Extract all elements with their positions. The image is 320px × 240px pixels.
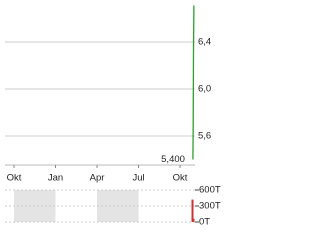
x-tick-label: Okt <box>173 173 188 184</box>
chart: 5,6 6,0 6,4 Okt Jan Apr Jul Okt 5,400 0T 300T 600T <box>5 5 221 228</box>
y-tick-label: 6,0 <box>198 83 211 94</box>
y-tick-label: 600T <box>199 185 221 196</box>
y-tick-label: 0T <box>199 217 210 228</box>
page: {"chart_data": [ {"type": "line", "x": [… <box>5 5 221 228</box>
y-tick-label: 300T <box>199 201 221 212</box>
volume-bar <box>192 218 195 222</box>
x-tick-label: Okt <box>7 173 22 184</box>
y-tick-label: 5,6 <box>198 130 211 141</box>
x-tick-label: Apr <box>90 173 105 184</box>
annotation: 5,400 <box>161 154 185 165</box>
x-tick-label: Jan <box>48 173 63 184</box>
x-tick-label: Jul <box>132 173 144 184</box>
price-line <box>192 5 195 160</box>
y-tick-label: 6,4 <box>198 36 211 47</box>
volume-bar <box>191 199 194 222</box>
